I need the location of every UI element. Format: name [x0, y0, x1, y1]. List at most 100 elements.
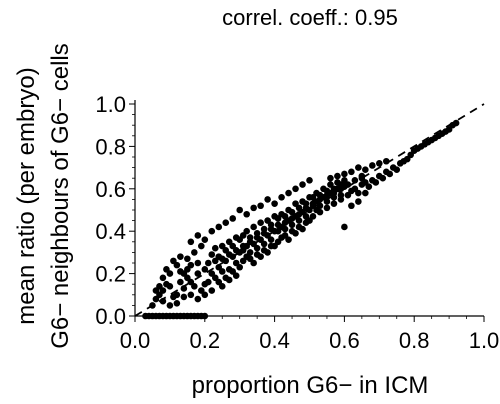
data-point — [184, 255, 191, 263]
data-point — [267, 225, 275, 233]
points-layer — [142, 119, 460, 320]
data-point — [173, 261, 181, 269]
y-tick-label: 0.4 — [95, 219, 126, 244]
data-point — [288, 208, 296, 216]
data-point — [337, 185, 345, 193]
data-point — [187, 238, 195, 246]
data-point — [201, 236, 209, 243]
data-point — [211, 244, 219, 252]
data-point — [236, 206, 243, 214]
y-tick-label: 0.0 — [95, 304, 126, 329]
y-axis: 0.0 0.2 0.4 0.6 0.8 1.0 — [95, 92, 135, 329]
data-point — [323, 204, 331, 212]
data-point — [191, 249, 198, 256]
data-point — [281, 219, 289, 227]
data-point — [260, 230, 268, 237]
data-point — [382, 157, 390, 165]
data-point — [344, 181, 352, 188]
data-point — [173, 312, 181, 320]
data-point — [341, 223, 348, 231]
data-point — [159, 274, 167, 282]
data-point — [218, 255, 226, 263]
data-point — [281, 225, 289, 233]
data-point — [334, 172, 341, 180]
data-point — [348, 202, 355, 210]
data-point — [177, 278, 184, 286]
y-axis-label-line2: G6− neighbours of G6− cells — [47, 43, 74, 349]
data-point — [166, 302, 174, 309]
data-point — [232, 272, 240, 280]
data-point — [421, 140, 428, 148]
data-point — [187, 278, 195, 286]
data-point — [253, 244, 261, 252]
data-point — [355, 189, 362, 197]
data-point — [337, 196, 345, 203]
data-point — [295, 204, 303, 212]
data-point — [271, 242, 278, 250]
data-point — [260, 240, 268, 248]
data-point — [208, 287, 216, 294]
data-point — [246, 249, 254, 256]
data-point — [257, 253, 264, 260]
data-point — [358, 174, 366, 182]
data-point — [330, 200, 338, 207]
data-point — [323, 191, 331, 199]
data-point — [351, 177, 359, 184]
data-point — [292, 185, 299, 193]
x-tick-label: 0.4 — [259, 328, 290, 353]
data-point — [159, 312, 167, 320]
data-point — [145, 312, 153, 320]
data-point — [187, 312, 195, 320]
data-point — [295, 210, 303, 218]
data-point — [295, 217, 303, 224]
data-point — [355, 164, 362, 171]
x-axis: 0.0 0.2 0.4 0.6 0.8 1.0 — [120, 316, 500, 353]
data-point — [264, 249, 271, 256]
data-point — [194, 312, 202, 320]
data-point — [180, 293, 188, 301]
x-tick-label: 0.8 — [399, 328, 430, 353]
data-point — [281, 213, 289, 220]
data-point — [208, 227, 216, 235]
data-point — [278, 193, 285, 201]
data-point — [271, 200, 278, 207]
data-point — [362, 189, 369, 197]
data-point — [152, 312, 160, 320]
data-point — [250, 223, 257, 231]
data-point — [149, 302, 156, 309]
data-point — [180, 312, 188, 320]
data-point — [285, 236, 292, 243]
data-point — [201, 266, 209, 273]
data-point — [393, 166, 401, 174]
data-point — [362, 166, 369, 174]
x-tick-label: 0.2 — [190, 328, 221, 353]
data-point — [250, 259, 257, 267]
data-point — [316, 196, 324, 203]
data-point — [236, 263, 243, 271]
data-point — [400, 157, 408, 165]
data-point — [330, 189, 338, 197]
data-point — [285, 189, 292, 197]
data-point — [355, 198, 362, 205]
data-point — [267, 236, 275, 243]
reference-line — [134, 103, 485, 317]
data-point — [166, 283, 174, 290]
data-point — [257, 202, 264, 210]
data-point — [201, 291, 209, 299]
data-point — [428, 136, 435, 144]
data-point — [152, 287, 160, 294]
data-point — [348, 168, 355, 176]
data-point — [365, 183, 373, 190]
data-point — [316, 202, 324, 210]
data-point — [225, 276, 233, 284]
y-tick-label: 1.0 — [95, 92, 126, 117]
x-tick-label: 1.0 — [469, 328, 500, 353]
data-point — [225, 251, 233, 258]
data-point — [369, 162, 376, 169]
data-point — [302, 204, 310, 212]
data-point — [246, 238, 254, 246]
data-point — [194, 295, 202, 303]
data-point — [376, 160, 383, 167]
data-point — [204, 278, 212, 286]
